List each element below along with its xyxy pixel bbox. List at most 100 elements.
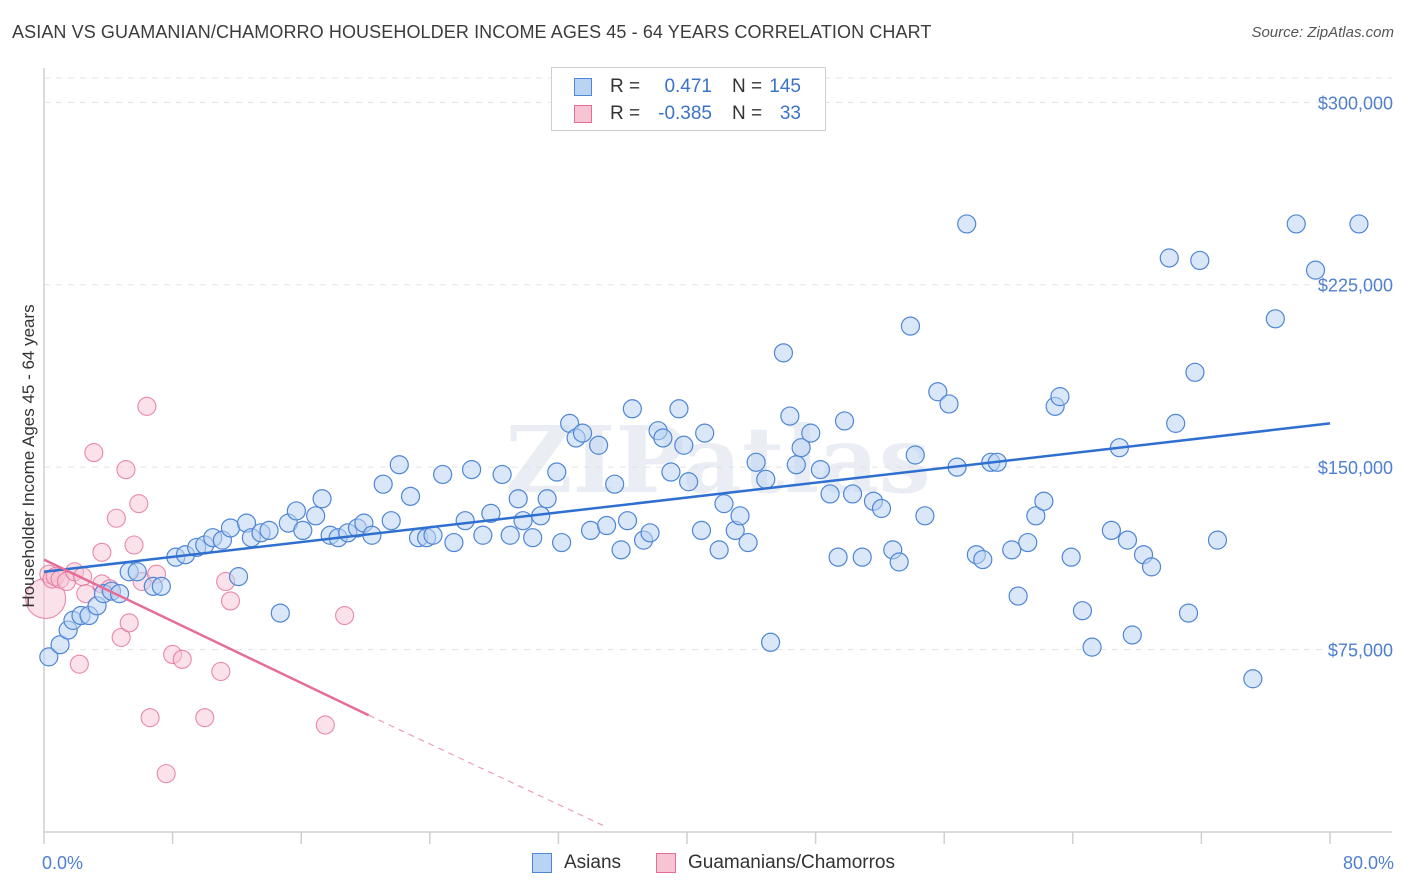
asian-point	[674, 435, 694, 455]
asian-point	[1122, 625, 1142, 645]
asian-point	[791, 438, 811, 458]
asian-point	[492, 464, 512, 485]
y-tick-label: $225,000	[1318, 276, 1393, 296]
asian-point	[473, 525, 493, 545]
asian-point	[801, 423, 821, 443]
asian-point	[433, 464, 453, 485]
asian-point	[481, 503, 501, 523]
asian-point	[1207, 530, 1228, 550]
asian-point	[523, 528, 543, 548]
asian-point	[1286, 214, 1306, 234]
asian-point	[1141, 557, 1162, 577]
asian-point	[259, 520, 279, 541]
asian-point	[1185, 362, 1205, 382]
r-value: -0.385	[658, 103, 712, 124]
asian-point	[810, 459, 831, 480]
asian-point	[871, 498, 892, 519]
guam-point	[92, 542, 112, 562]
guam-point	[137, 396, 157, 416]
asian-point	[605, 474, 625, 494]
asian-point	[500, 525, 520, 545]
n-value: 145	[769, 76, 801, 97]
asian-point	[714, 494, 734, 514]
guam-point	[124, 535, 144, 555]
y-tick-labels: $75,000 $150,000 $225,000 $300,000	[1318, 93, 1393, 660]
asian-point	[588, 435, 609, 455]
asian-point	[381, 511, 401, 531]
asian-point	[760, 632, 781, 652]
guam-point	[119, 613, 139, 633]
asian-point	[580, 520, 601, 541]
asian-point	[1265, 309, 1285, 329]
guam-point	[111, 627, 131, 647]
guam-legend-label: Guamanians/Chamorros	[688, 852, 895, 873]
guam-point	[69, 654, 89, 674]
asian-point	[746, 452, 766, 472]
guam-point	[106, 508, 126, 528]
guam-point	[140, 708, 160, 728]
asian-point	[537, 489, 557, 509]
guam-legend-swatch	[656, 853, 676, 873]
asian-point	[508, 489, 528, 509]
asian-point	[653, 428, 673, 448]
asian-point	[1002, 540, 1022, 560]
asian-point	[220, 518, 241, 538]
asian-point	[151, 576, 171, 596]
series-legend: Asians Guamanians/Chamorros	[0, 852, 1406, 878]
asian-point	[611, 540, 631, 560]
asian-point	[786, 455, 806, 475]
grid-lines	[44, 77, 1392, 651]
y-tick-label: $150,000	[1318, 458, 1393, 478]
asian-point	[597, 515, 617, 536]
asian-point	[39, 647, 59, 667]
r-label: R =	[610, 76, 641, 97]
asian-point	[513, 511, 533, 531]
asian-trend-line	[43, 422, 1331, 573]
asian-point	[756, 469, 776, 489]
asian-point	[228, 567, 249, 587]
guam-point	[172, 649, 192, 669]
asian-point	[828, 547, 848, 567]
chart-title: ASIAN VS GUAMANIAN/CHAMORRO HOUSEHOLDER …	[12, 22, 932, 42]
asian-point	[1008, 586, 1028, 606]
asian-point	[889, 552, 909, 572]
asian-point	[691, 520, 712, 541]
x-tick-label-min: 0.0%	[42, 853, 83, 873]
guam-points	[25, 396, 355, 784]
asian-point	[679, 472, 699, 492]
asian-point	[1034, 491, 1054, 511]
asian-point	[1305, 260, 1326, 280]
y-tick-label: $75,000	[1328, 641, 1393, 661]
asian-point	[695, 423, 715, 443]
asian-point	[373, 474, 393, 494]
guam-point	[84, 443, 104, 463]
asian-point	[820, 484, 840, 504]
n-label: N =	[732, 76, 763, 97]
asian-point	[444, 532, 464, 553]
guam-point	[211, 661, 231, 682]
asian-point	[552, 532, 572, 553]
asian-point	[939, 394, 959, 414]
asian-point	[50, 635, 70, 655]
asian-point	[270, 603, 290, 623]
asian-point	[306, 506, 326, 526]
asian-point	[1101, 520, 1121, 541]
guam-point	[156, 764, 176, 784]
asian-point	[842, 484, 863, 504]
asian-point	[1243, 669, 1263, 689]
r-label: R =	[610, 103, 641, 124]
asian-point	[389, 455, 409, 475]
guam-point	[315, 715, 335, 735]
asian-point	[547, 462, 567, 482]
asian-point	[669, 399, 689, 419]
asian-point	[834, 411, 855, 431]
asian-point	[900, 316, 921, 336]
asian-point	[617, 511, 638, 531]
asian-point	[423, 525, 443, 545]
guam-point	[129, 494, 149, 514]
r-value: 0.471	[664, 76, 712, 97]
asian-legend-label: Asians	[564, 852, 622, 873]
guam-point	[195, 708, 215, 728]
asian-point	[730, 506, 750, 526]
asian-point	[400, 486, 421, 506]
